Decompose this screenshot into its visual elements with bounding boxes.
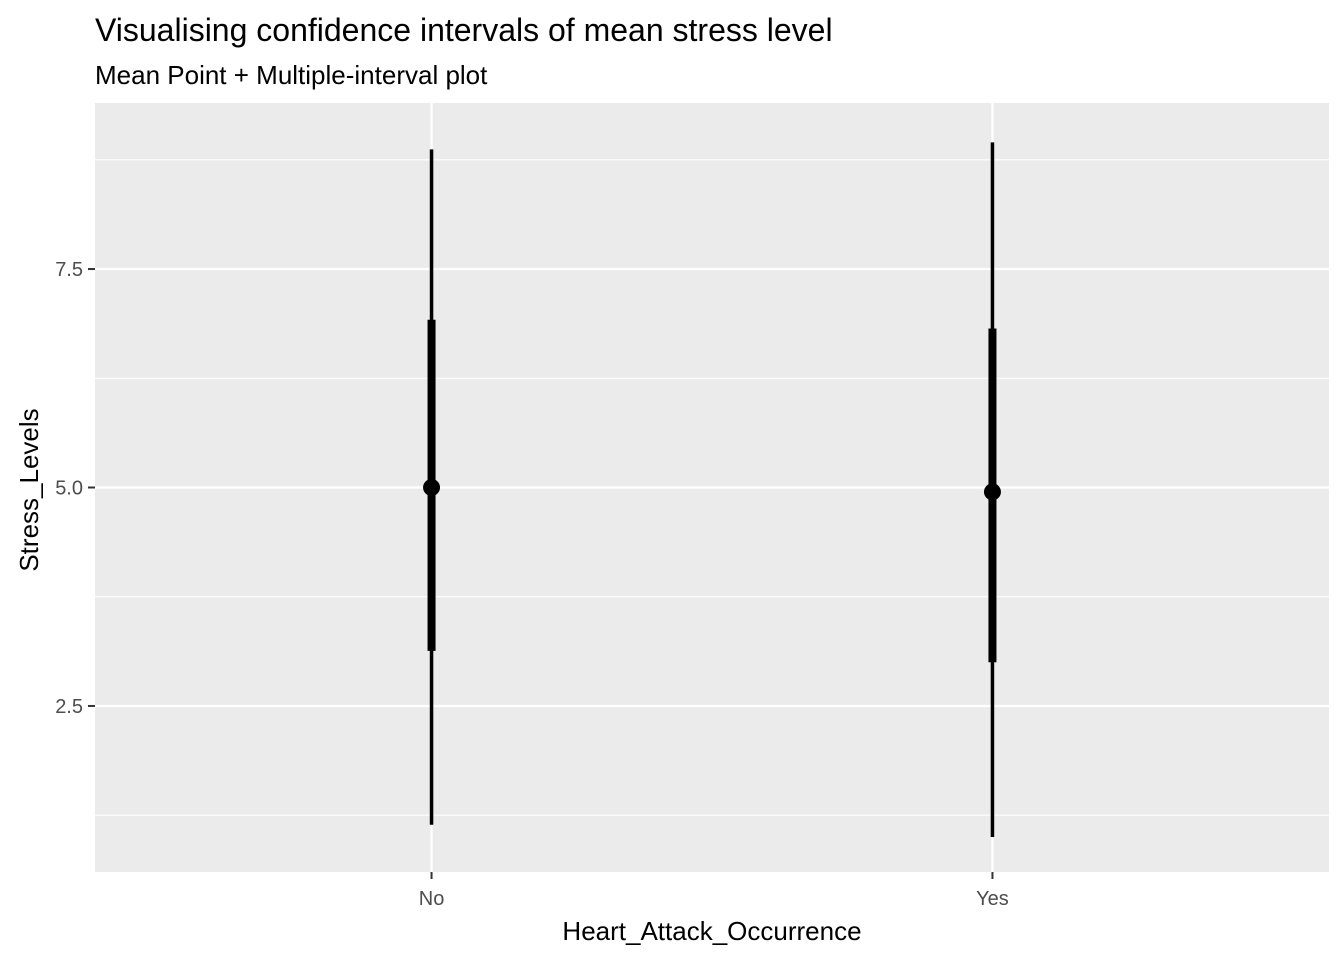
x-axis-title: Heart_Attack_Occurrence: [562, 916, 861, 946]
chart-title: Visualising confidence intervals of mean…: [95, 12, 833, 48]
y-axis-title: Stress_Levels: [14, 408, 44, 571]
x-tick-labels: No Yes: [419, 888, 1009, 910]
x-tick-label: No: [419, 888, 445, 910]
y-tick-label: 5.0: [55, 478, 83, 500]
y-tick-label: 2.5: [55, 696, 83, 718]
x-tick-label: Yes: [976, 888, 1009, 910]
chart-subtitle: Mean Point + Multiple-interval plot: [95, 60, 488, 90]
y-tick-labels: 2.5 5.0 7.5: [55, 259, 83, 718]
interval-marks: [423, 142, 1001, 838]
y-tick-label: 7.5: [55, 259, 83, 281]
axis-ticks: [88, 268, 994, 879]
mean-point: [423, 479, 441, 496]
mean-point: [983, 483, 1001, 501]
